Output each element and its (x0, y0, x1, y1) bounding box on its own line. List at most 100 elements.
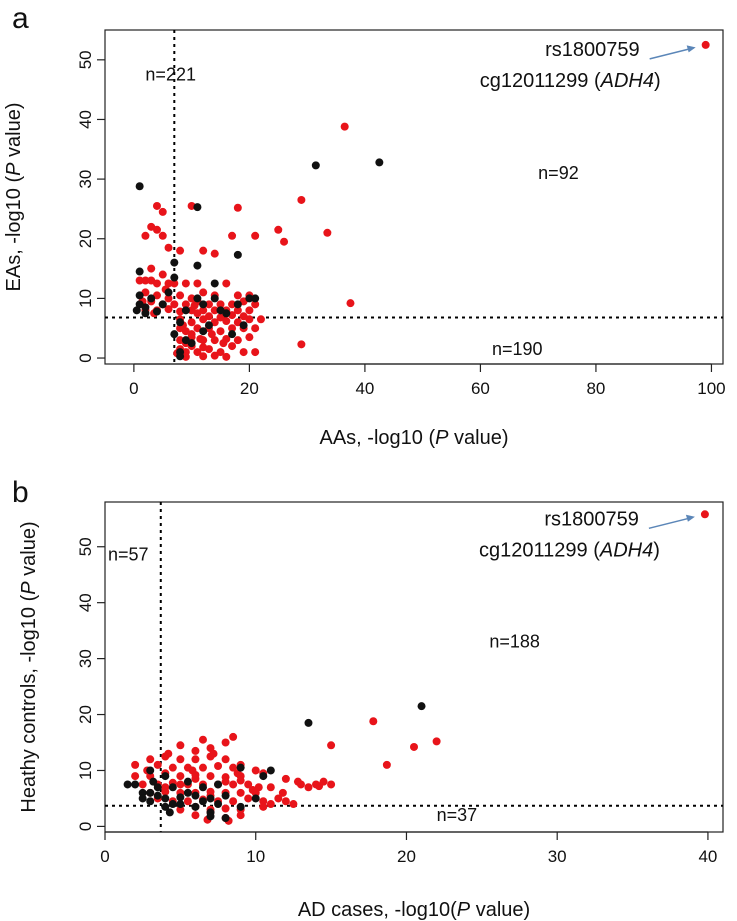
red-point (233, 291, 242, 300)
y-axis-label-italic: P (18, 581, 40, 595)
red-point (251, 348, 260, 357)
black-point (375, 158, 384, 167)
y-axis-label: EAs, -log10 (P value) (3, 103, 25, 292)
highlight-snp-label: rs1800759 (545, 39, 640, 61)
red-point (199, 246, 208, 255)
red-point (176, 246, 185, 255)
x-axis-label-suffix: value) (448, 427, 508, 449)
black-point (216, 306, 225, 315)
black-point (161, 802, 170, 811)
red-point (181, 279, 190, 288)
red-point (297, 195, 306, 204)
y-axis-label-prefix: EAs, -log10 ( (3, 176, 25, 292)
black-point (138, 788, 147, 797)
black-point (176, 800, 185, 809)
black-point (183, 788, 192, 797)
black-point (210, 279, 219, 288)
black-point (191, 791, 200, 800)
red-point (259, 802, 268, 811)
x-axis-label-suffix: value) (470, 899, 530, 921)
y-tick-label: 0 (76, 353, 95, 362)
red-point (152, 225, 161, 234)
black-point (161, 794, 170, 803)
x-axis-label-prefix: AAs, -log10 ( (320, 427, 436, 449)
red-point (216, 300, 225, 309)
black-point (199, 300, 208, 309)
x-tick-label: 40 (355, 379, 374, 398)
red-point (164, 305, 173, 314)
count-annotation: n=190 (492, 339, 543, 359)
red-point (293, 777, 302, 786)
red-point (210, 336, 219, 345)
red-point (228, 300, 237, 309)
red-point (315, 782, 324, 791)
panel-b: b 0 10 20 30 40 0 10 20 30 40 50 AD cases, -log10(P … (12, 476, 724, 921)
red-point (176, 772, 185, 781)
red-point (410, 742, 418, 751)
red-point (251, 324, 260, 333)
highlight-cpg-label: cg12011299 (ADH4) (480, 70, 661, 92)
red-point (181, 300, 190, 309)
red-point (214, 762, 223, 770)
red-point (244, 780, 253, 789)
black-point (165, 808, 174, 817)
red-point (245, 333, 254, 342)
red-point (191, 774, 200, 783)
y-axis-label-prefix: Heathy controls, -log10 ( (18, 594, 40, 812)
x-tick-label: 20 (397, 847, 416, 866)
red-point (266, 800, 275, 809)
red-point (181, 352, 190, 361)
highlight-arrowhead (686, 45, 696, 53)
highlight-gene: ADH4 (599, 539, 653, 561)
x-axis-label-prefix: AD cases, -log10( (298, 899, 457, 921)
red-point (206, 772, 215, 781)
red-point (193, 279, 202, 288)
red-point (141, 231, 150, 240)
highlight-arrow (648, 516, 694, 530)
black-point (210, 294, 219, 303)
black-point (183, 777, 192, 786)
count-annotation: n=37 (437, 805, 478, 825)
red-point (158, 231, 167, 240)
red-point (289, 800, 298, 809)
black-point (158, 300, 167, 309)
black-point (311, 161, 320, 170)
count-annotation: n=188 (489, 631, 540, 651)
red-point (170, 279, 179, 288)
red-point (204, 300, 213, 309)
black-point (146, 797, 155, 806)
red-point (152, 279, 161, 288)
y-tick-label: 50 (76, 537, 95, 556)
black-point (181, 306, 190, 315)
black-point (191, 802, 200, 811)
red-point (274, 225, 283, 234)
black-point (152, 307, 161, 316)
black-point (233, 300, 242, 309)
red-point (183, 797, 192, 806)
highlight-cpg-label: cg12011299 (ADH4) (479, 539, 660, 561)
red-point (229, 780, 238, 789)
black-point (176, 352, 185, 361)
black-point (206, 812, 215, 821)
red-point (216, 348, 225, 357)
red-point (340, 122, 349, 131)
red-point (304, 783, 313, 792)
red-point (245, 306, 254, 315)
black-point (233, 250, 242, 259)
black-point (228, 330, 237, 339)
red-point (176, 291, 185, 300)
black-point (153, 791, 162, 800)
count-annotation: n=221 (145, 65, 196, 85)
red-point (251, 766, 260, 775)
red-point (164, 749, 173, 758)
red-point (199, 352, 208, 361)
y-tick-label: 40 (76, 110, 95, 129)
x-axis-label-italic: P (435, 427, 449, 449)
red-point (221, 738, 230, 747)
red-point (432, 737, 441, 746)
red-point (164, 243, 173, 252)
x-tick-label: 30 (548, 847, 567, 866)
red-point (236, 776, 245, 785)
x-axis-label: AAs, -log10 (P value) (320, 427, 509, 449)
red-point (229, 763, 238, 772)
